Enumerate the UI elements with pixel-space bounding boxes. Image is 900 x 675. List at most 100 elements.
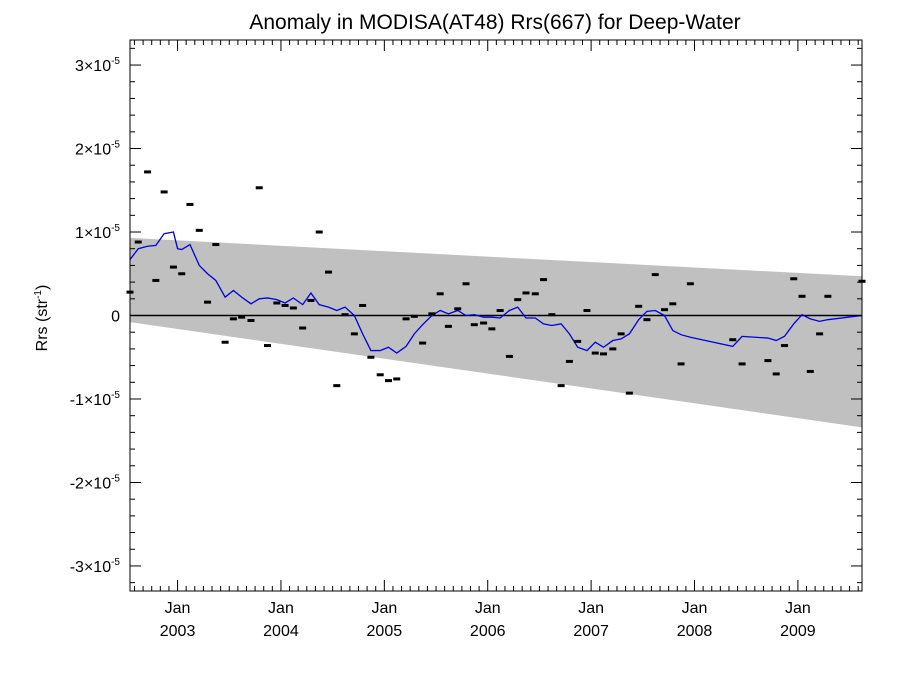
data-point [609, 347, 617, 351]
data-point [454, 307, 462, 311]
data-point [178, 272, 186, 276]
data-point [643, 318, 651, 322]
data-point [617, 332, 625, 336]
data-point [557, 384, 565, 388]
x-tick-month-label: Jan [475, 600, 501, 617]
data-point [169, 265, 177, 269]
data-point [565, 359, 573, 363]
data-point [764, 359, 772, 363]
axis-ticks [130, 40, 862, 591]
data-point [134, 240, 142, 244]
data-point [428, 312, 436, 316]
y-tick-label: -2×10-5 [70, 473, 121, 492]
data-point [635, 304, 643, 308]
chart-title: Anomaly in MODISA(AT48) Rrs(667) for Dee… [249, 11, 740, 34]
data-point [341, 313, 349, 317]
x-axis-tick-labels: Jan 2003 Jan 2004 Jan 2005 Jan 2006 Jan 2007 Jan 20… [160, 600, 816, 640]
data-point [359, 303, 367, 307]
data-point [514, 298, 522, 302]
data-point [686, 282, 694, 286]
x-tick-month-label: Jan [165, 600, 191, 617]
x-tick-month-label: Jan [578, 600, 604, 617]
data-point [470, 323, 478, 327]
data-point [384, 379, 392, 383]
x-tick-month-label: Jan [682, 600, 708, 617]
data-point [772, 372, 780, 376]
data-point [488, 327, 496, 331]
data-point [780, 344, 788, 348]
x-tick-year-label: 2003 [160, 623, 196, 640]
data-point [212, 243, 220, 247]
plot-area [126, 39, 866, 592]
data-point [496, 308, 504, 312]
data-point [221, 340, 229, 344]
data-point [393, 377, 401, 381]
y-tick-label: 2×10-5 [75, 140, 120, 159]
data-point [824, 294, 832, 298]
x-tick-year-label: 2009 [780, 623, 816, 640]
confidence-band [130, 237, 862, 428]
data-point [160, 190, 168, 194]
data-point [144, 170, 152, 174]
data-point [651, 273, 659, 277]
data-point [333, 384, 341, 388]
data-point [625, 391, 633, 395]
data-point [540, 278, 548, 282]
data-point [152, 278, 160, 282]
data-point [315, 230, 323, 234]
y-tick-label: -1×10-5 [70, 390, 121, 409]
data-point [669, 302, 677, 306]
data-point [247, 319, 255, 323]
x-tick-month-label: Jan [268, 600, 294, 617]
data-point [307, 298, 315, 302]
data-point [480, 321, 488, 325]
data-point [195, 228, 203, 232]
x-tick-year-label: 2006 [470, 623, 506, 640]
x-tick-year-label: 2004 [263, 623, 299, 640]
data-point [204, 300, 212, 304]
data-point [444, 324, 452, 328]
data-point [600, 352, 608, 356]
data-point [522, 291, 530, 295]
data-point [350, 332, 358, 336]
data-point [790, 277, 798, 281]
data-point [229, 317, 237, 321]
data-point [661, 308, 669, 312]
data-point [548, 313, 556, 317]
data-point [410, 314, 418, 318]
data-point [729, 338, 737, 342]
data-point [462, 282, 470, 286]
data-point [325, 270, 333, 274]
x-tick-month-label: Jan [785, 600, 811, 617]
data-point [583, 308, 591, 312]
x-tick-year-label: 2008 [677, 623, 713, 640]
data-point [238, 315, 246, 319]
data-point [299, 326, 307, 330]
data-point [289, 306, 297, 310]
data-point [186, 202, 194, 206]
data-point [419, 341, 427, 345]
y-tick-label: 3×10-5 [75, 56, 120, 75]
data-point [677, 362, 685, 366]
data-point [798, 294, 806, 298]
data-point [806, 369, 814, 373]
y-tick-label: -3×10-5 [70, 557, 121, 576]
data-point [738, 362, 746, 366]
data-point [255, 186, 263, 190]
anomaly-points [126, 170, 866, 395]
anomaly-line-series [129, 231, 863, 354]
data-point [367, 355, 375, 359]
data-point [531, 292, 539, 296]
y-tick-label: 0 [111, 309, 120, 326]
data-point [574, 339, 582, 343]
data-point [436, 292, 444, 296]
x-tick-year-label: 2005 [367, 623, 403, 640]
data-point [816, 332, 824, 336]
y-tick-label: 1×10-5 [75, 223, 120, 242]
data-point [505, 354, 513, 358]
data-point [376, 373, 384, 377]
data-point [281, 303, 289, 307]
x-tick-year-label: 2007 [573, 623, 609, 640]
data-point [264, 344, 272, 348]
